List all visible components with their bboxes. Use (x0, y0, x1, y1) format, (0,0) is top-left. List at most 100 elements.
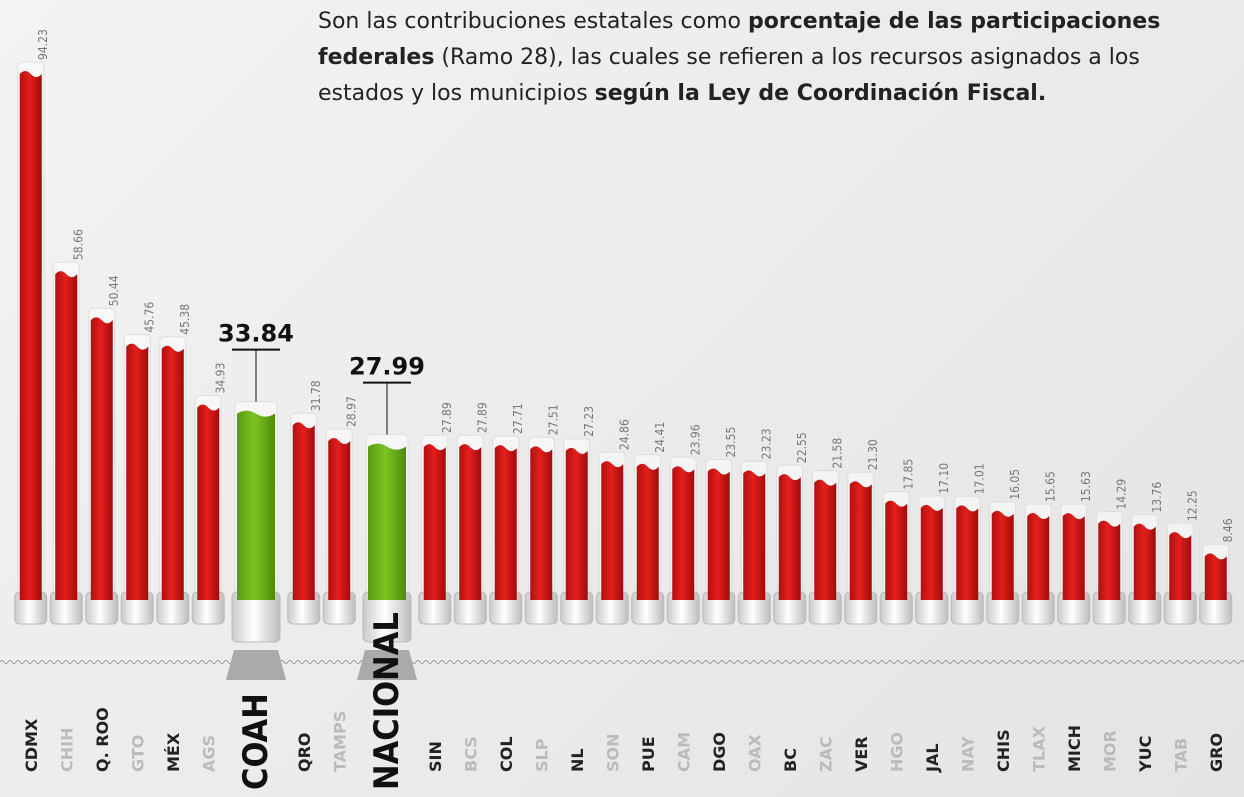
value-label: 12.25 (1185, 490, 1199, 521)
x-tick-label: DGO (710, 732, 729, 772)
bar (920, 504, 943, 600)
x-tick-label: VER (852, 736, 871, 772)
value-label: 15.65 (1043, 471, 1057, 502)
bar (328, 438, 351, 600)
bar (1133, 523, 1156, 600)
bar (1062, 513, 1085, 600)
x-tick-label: CAM (674, 732, 693, 772)
bar (19, 71, 42, 600)
bar (55, 271, 78, 600)
intro-segment: Son las contribuciones estatales como (318, 9, 748, 34)
intro-segment: (Ramo 28), las cuales se refieren a los … (318, 45, 1140, 106)
value-label: 50.44 (107, 275, 121, 306)
value-label: 27.51 (546, 404, 560, 435)
highlight-plate (226, 650, 286, 680)
bar (601, 461, 624, 600)
value-label: 8.46 (1221, 518, 1235, 542)
bar (368, 443, 406, 600)
x-tick-label: GRO (1207, 733, 1226, 772)
x-tick-label: MOR (1100, 730, 1119, 772)
x-tick-label: COL (497, 736, 516, 772)
x-tick-label: QRO (295, 732, 314, 772)
bar (672, 466, 695, 600)
bar (636, 463, 659, 600)
bar (237, 410, 275, 600)
value-label: 21.58 (830, 438, 844, 469)
value-label: 27.89 (475, 402, 489, 433)
x-tick-label: BCS (461, 736, 480, 772)
value-label: 23.55 (724, 427, 738, 458)
value-label: 21.30 (866, 439, 880, 470)
x-tick-label: NACIONAL (367, 612, 407, 790)
x-tick-label: AGS (199, 735, 218, 772)
x-tick-label: SON (603, 733, 622, 772)
value-label: 24.41 (653, 422, 667, 453)
bar (126, 343, 149, 600)
bar (90, 317, 113, 600)
x-tick-label: TAMPS (330, 711, 349, 772)
x-tick-label: CDMX (22, 718, 41, 772)
x-tick-label: HGO (887, 732, 906, 772)
value-label: 34.93 (213, 363, 227, 394)
x-tick-label: GTO (128, 735, 147, 772)
x-tick-label: CHIS (994, 729, 1013, 772)
x-tick-label: YUC (1136, 736, 1155, 773)
bar (292, 422, 315, 600)
bar (814, 479, 837, 600)
value-label: 17.10 (937, 463, 951, 494)
intro-segment: según la Ley de Coordinación Fiscal. (594, 81, 1047, 106)
value-label: 31.78 (309, 380, 323, 411)
value-label: 94.23 (36, 29, 50, 60)
value-label: 17.01 (972, 463, 986, 494)
value-label: 17.85 (901, 459, 915, 490)
x-tick-label: TAB (1171, 738, 1190, 772)
bar (459, 444, 482, 600)
baseline-wave (0, 660, 1244, 664)
value-label: 33.84 (218, 320, 294, 348)
bar (1204, 553, 1227, 600)
x-tick-label: MICH (1065, 725, 1084, 772)
value-label: 23.96 (688, 424, 702, 455)
value-label: 23.23 (759, 428, 773, 459)
x-tick-label: NAY (958, 736, 977, 772)
bar (161, 345, 184, 600)
x-tick-label: Q. ROO (93, 707, 112, 772)
value-label: 45.38 (178, 304, 192, 335)
value-label: 45.76 (142, 302, 156, 333)
bar (956, 505, 979, 600)
bar (778, 474, 801, 600)
bar (743, 470, 766, 600)
value-label: 16.05 (1008, 469, 1022, 500)
bar (991, 510, 1014, 600)
bar (707, 468, 730, 600)
bar (885, 500, 908, 600)
value-label: 14.29 (1114, 479, 1128, 510)
value-label: 27.89 (440, 402, 454, 433)
x-tick-label: SIN (426, 741, 445, 772)
value-label: 58.66 (71, 229, 85, 260)
x-tick-label: NL (568, 748, 587, 772)
bar (423, 444, 446, 600)
bar (849, 481, 872, 600)
bar (1098, 520, 1121, 600)
bar (1169, 532, 1192, 600)
bar (494, 445, 517, 600)
intro-segment: porcentaje de las participaciones federa… (318, 9, 1161, 70)
x-tick-label: COAH (236, 693, 276, 790)
bar (565, 447, 588, 600)
value-label: 13.76 (1150, 482, 1164, 513)
intro-text: Son las contribuciones estatales como po… (318, 4, 1178, 112)
highlight-plate (357, 650, 417, 680)
value-label: 24.86 (617, 419, 631, 450)
x-tick-label: JAL (923, 743, 942, 773)
x-tick-label: CHIH (57, 728, 76, 772)
bar (530, 446, 553, 600)
x-tick-label: MÉX (164, 732, 183, 772)
value-label: 27.99 (349, 353, 425, 381)
x-tick-label: TLAX (1029, 726, 1048, 772)
x-tick-label: ZAC (816, 736, 835, 772)
bar (1027, 512, 1050, 600)
x-tick-label: SLP (532, 738, 551, 772)
